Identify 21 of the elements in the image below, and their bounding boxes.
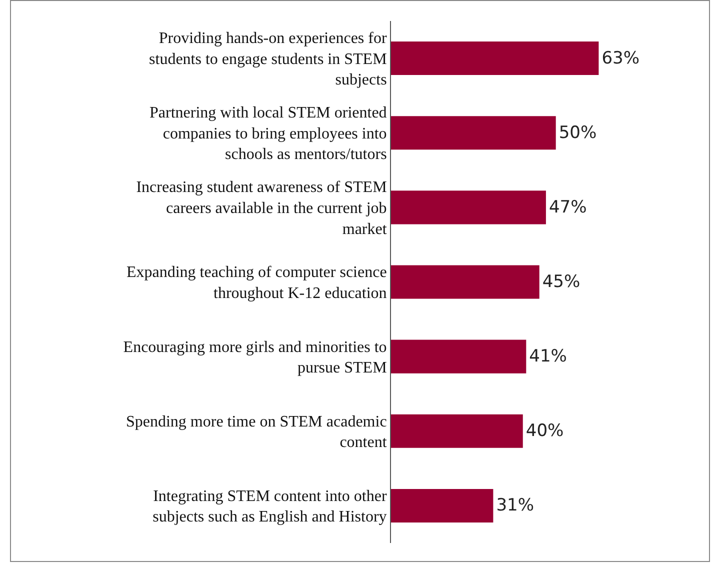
y-tick-label: Encouraging more girls and minorities to pursue STEM (123, 338, 387, 377)
data-label: 47% (548, 197, 587, 218)
data-label: 45% (542, 272, 580, 292)
y-tick-label: Partnering with local STEM oriented companies to bring employees into schools as mentors/tutors (150, 104, 387, 164)
bar (391, 488, 494, 522)
y-tick-label: Integrating STEM content into other subjects such as English and History (152, 488, 388, 526)
data-label: 63% (602, 48, 640, 68)
bar (391, 340, 526, 374)
data-label: 41% (529, 346, 567, 367)
data-label: 31% (496, 496, 534, 516)
y-tick-label: Increasing student awareness of STEM careers available in the current job market (136, 179, 388, 238)
data-label: 50% (558, 122, 597, 143)
bar (391, 190, 546, 224)
y-tick-label: Expanding teaching of computer science throughout K-12 education (126, 264, 387, 302)
bar (391, 116, 556, 150)
data-label: 40% (526, 421, 564, 442)
bar (391, 414, 523, 448)
y-tick-label: Providing hands-on experiences for students to engage students in STEM subjects (149, 30, 388, 89)
bar (391, 42, 599, 76)
bar (391, 265, 540, 299)
y-tick-label: Spending more time on STEM academic content (126, 413, 388, 452)
